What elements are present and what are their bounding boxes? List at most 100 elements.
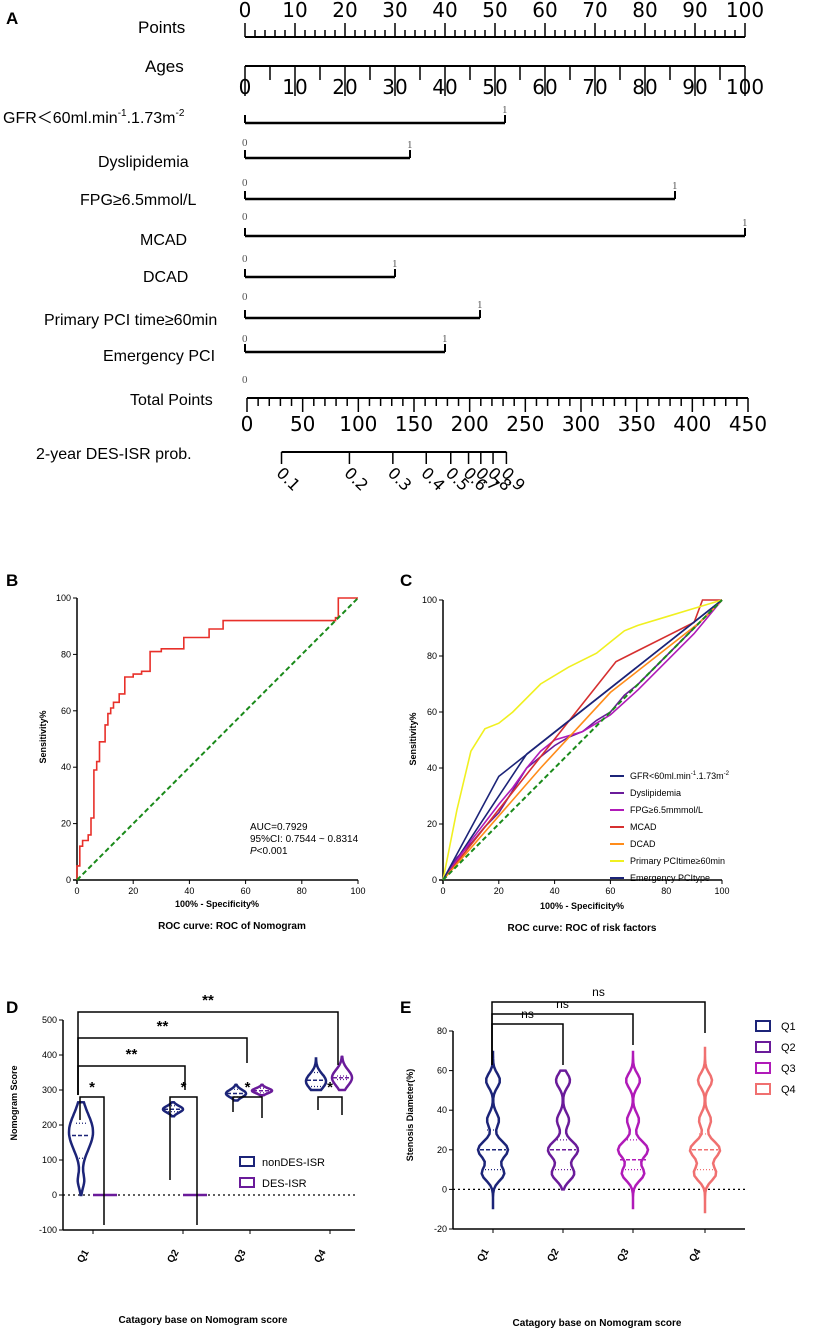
ages-tick-label: 100 [726,75,764,99]
nomo-level-low-primarypci: 0 [242,333,248,345]
roc-b-x-tick-label: 60 [241,886,251,896]
roc-c-series-reference [442,599,723,881]
violin-e-shape-Q3 [616,1050,650,1210]
violin-d-x-tick-label: Q3 [232,1248,248,1265]
prob-tick-label: 0.4 [417,463,448,494]
violin-d-small-bracket-label: * [181,1079,187,1096]
roc-c-y-tick-label: 60 [427,707,437,717]
nomo-label-prob: 2-year DES-ISR prob. [36,446,192,463]
points-tick-label: 30 [382,0,407,22]
roc-nomogram-chart: ROC curve: ROC of Nomogram 100% - Specif… [38,593,366,932]
violin-e-y-tick-label: 40 [437,1105,447,1115]
points-tick-label: 20 [332,0,357,22]
legend-swatch-q2 [755,1041,771,1053]
panel-label-e: E [400,998,411,1017]
violin-stenosis-chart: Stenosis Diameter(%) Catagory base on No… [405,985,796,1329]
violin-d-y-tick-label: -100 [39,1225,57,1235]
roc-c-title: ROC curve: ROC of risk factors [508,923,657,934]
roc-c-y-tick-label: 0 [432,875,437,885]
roc-c-series-mcad [442,599,722,881]
roc-b-y-tick-label: 40 [61,762,71,772]
violin-d-small-bracket-Q3 [232,1096,263,1118]
ages-tick-label: 60 [532,75,557,99]
violin-d-small-bracket-Q1 [79,1096,105,1225]
roc-c-xlabel: 100% - Specificity% [540,901,624,911]
roc-b-x-tick-label: 100 [350,886,365,896]
violin-d-y-tick-label: 200 [42,1120,57,1130]
violin-d-shape-Q4-des [330,1055,354,1092]
violin-e-y-tick-label: -20 [434,1224,447,1234]
violin-e-xlabel: Catagory base on Nomogram score [513,1318,682,1329]
points-tick-label: 80 [632,0,657,22]
violin-d-xlabel: Catagory base on Nomogram score [119,1315,288,1326]
roc-c-x-tick-label: 0 [440,886,445,896]
nomo-label-dcad: DCAD [143,269,188,286]
roc-b-x-tick-label: 20 [128,886,138,896]
roc-c-y-tick-label: 20 [427,819,437,829]
violin-d-y-tick-label: 0 [52,1190,57,1200]
violin-d-shape-Q3-nondes [224,1083,248,1102]
total-tick-label: 50 [290,412,315,436]
legend-e-q4: Q4 [781,1084,796,1096]
nomo-label-fpg: FPG≥6.5mmol/L [80,192,196,209]
legend-dcad: DCAD [630,839,656,849]
roc-b-x-tick-label: 40 [184,886,194,896]
points-tick-label: 100 [726,0,764,22]
violin-d-bracket-Q1-Q2 [77,1065,186,1095]
legend-swatch-q1 [755,1020,771,1032]
roc-b-y-tick-label: 80 [61,649,71,659]
roc-b-series-reference [76,597,359,881]
violin-d-bracket-label: ** [202,992,214,1009]
violin-e-shape-Q2 [546,1069,580,1191]
nomogram-bars: 1 0 1 0 1 0 1 0 1 0 1 0 1 0 [242,104,748,386]
nomo-label-primarypci: Primary PCI time≥60min [44,312,217,329]
total-tick-label: 100 [339,412,377,436]
legend-fpg: FPG≥6.5mmmol/L [630,805,703,815]
roc-c-series-primarypcitime [442,599,723,881]
violin-d-small-bracket-label: * [327,1079,333,1096]
legend-des: DES-ISR [262,1178,307,1190]
legend-e-q3: Q3 [781,1063,796,1075]
violin-d-bracket-Q1-Q4 [77,1011,339,1095]
total-tick-label: 250 [506,412,544,436]
total-tick-label: 450 [729,412,767,436]
legend-swatch-q4 [755,1083,771,1095]
violin-d-y-tick-label: 300 [42,1085,57,1095]
roc-b-ci: 95%CI: 0.7544 ~ 0.8314 [250,834,359,845]
roc-c-x-tick-label: 100 [714,886,729,896]
nomo-label-dyslipidemia: Dyslipidemia [98,154,189,171]
points-tick-label: 90 [682,0,707,22]
roc-c-x-tick-label: 40 [550,886,560,896]
violin-e-x-tick-label: Q3 [615,1247,631,1264]
roc-c-y-tick-label: 80 [427,651,437,661]
roc-b-series-nomogram [76,597,358,880]
violin-e-bracket-label: ns [556,997,569,1011]
nomo-level-high-dyslipidemia: 1 [407,139,413,151]
roc-c-series-dcad [442,599,723,881]
violin-e-y-tick-label: 0 [442,1184,447,1194]
ages-tick-label: 50 [482,75,507,99]
violin-d-x-tick-label: Q1 [75,1248,91,1265]
points-tick-label: 0 [239,0,252,22]
violin-e-y-tick-label: 80 [437,1026,447,1036]
nomo-level-low-emergencypci: 0 [242,374,248,386]
violin-d-small-bracket-label: * [245,1079,251,1096]
roc-c-legend: GFR<60ml.min-1.1.73m-2 Dyslipidemia FPG≥… [630,771,730,883]
nomo-level-high-gfr: 1 [502,104,508,116]
roc-c-series-emergencypcitype [442,599,723,881]
roc-b-x-tick-label: 80 [297,886,307,896]
roc-b-y-tick-label: 60 [61,706,71,716]
panel-label-a: A [6,9,18,28]
violin-d-shape-Q1-nondes [67,1100,95,1197]
nomo-level-high-primarypci: 1 [477,299,483,311]
roc-b-y-tick-label: 100 [56,593,71,603]
nomo-level-high-fpg: 1 [672,180,678,192]
legend-nondes: nonDES-ISR [262,1157,325,1169]
violin-d-small-bracket-Q2 [169,1096,198,1225]
violin-e-x-tick-label: Q2 [545,1247,561,1264]
violin-d-small-bracket-Q4 [317,1096,343,1115]
roc-b-x-tick-label: 0 [74,886,79,896]
nomo-label-emergencypci: Emergency PCI [103,348,215,365]
violin-d-shape-Q2-nondes [161,1100,185,1118]
nomo-level-low-fpg: 0 [242,211,248,223]
